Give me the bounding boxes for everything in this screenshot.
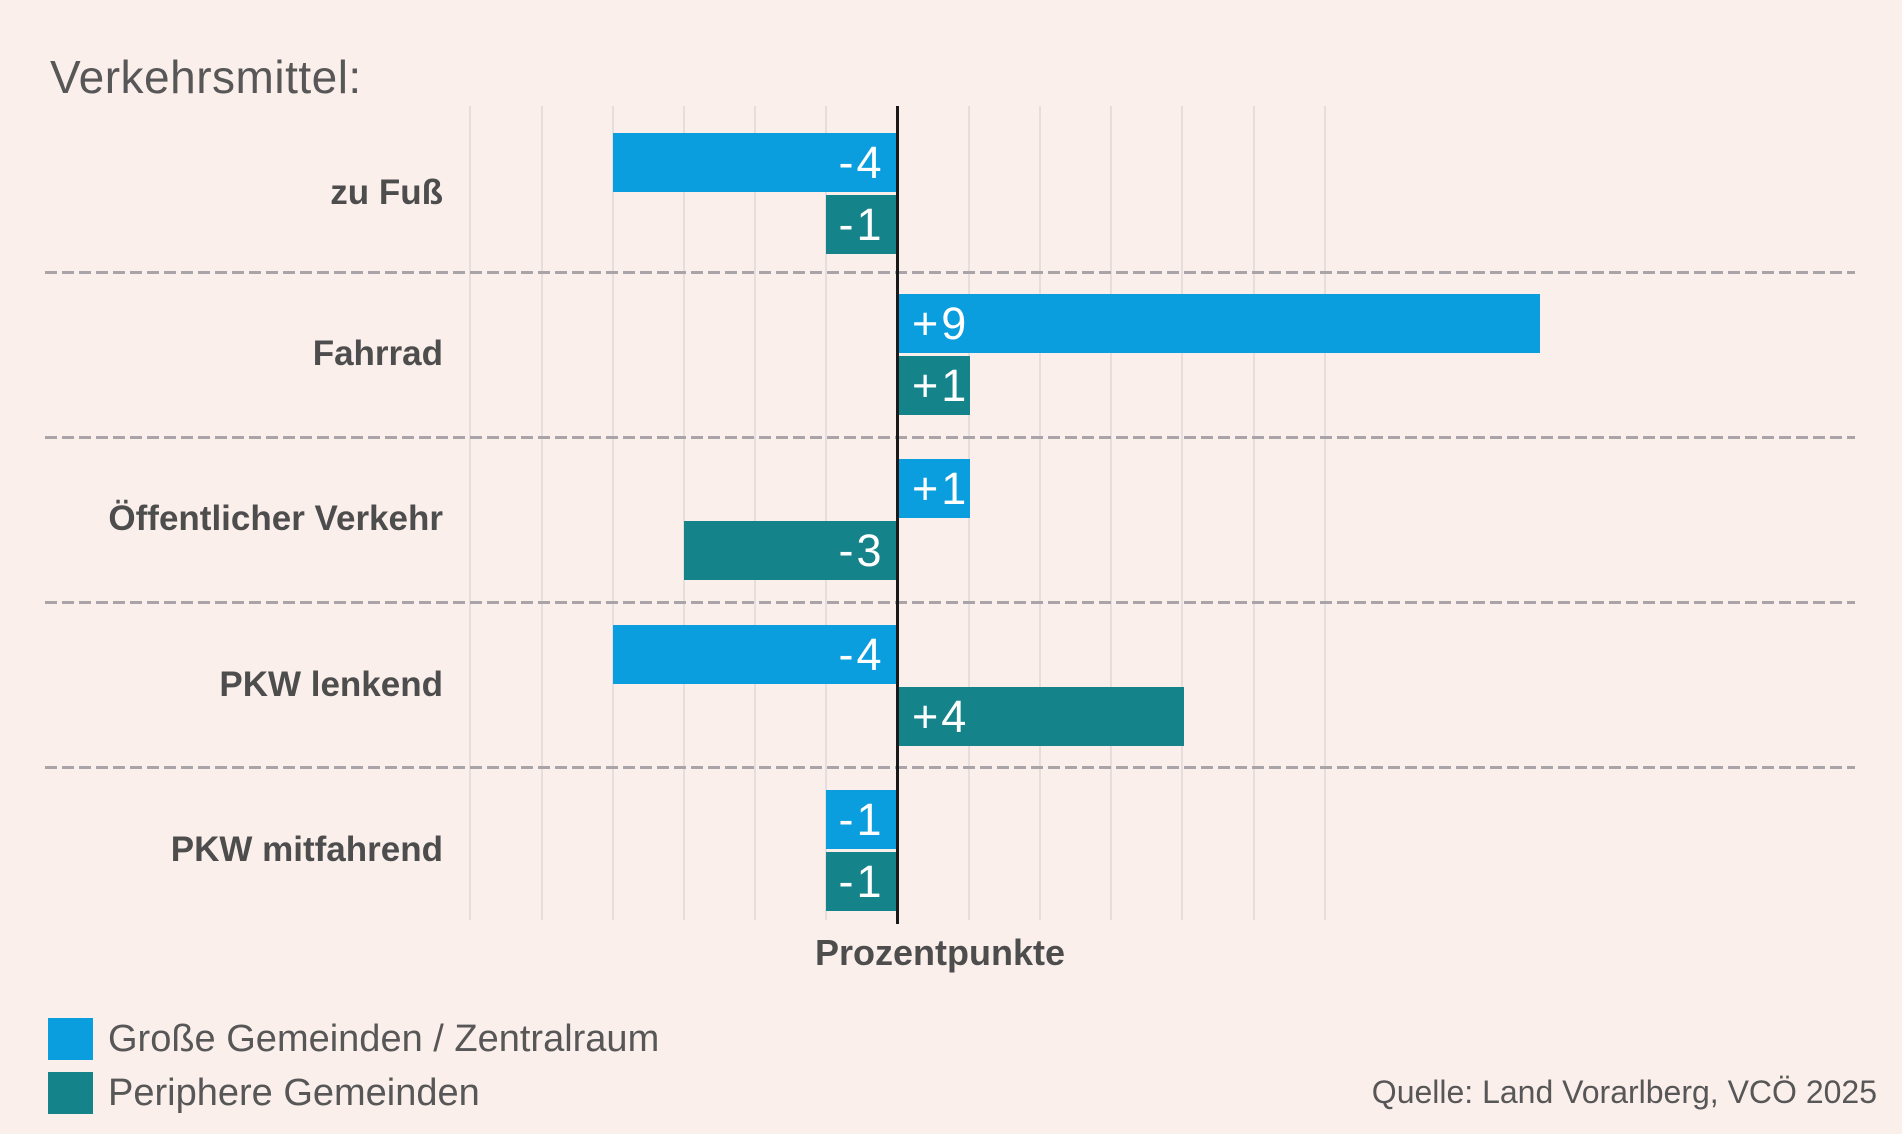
bar-value-label: +9	[912, 297, 970, 349]
bar-value-label: -1	[838, 198, 885, 250]
row-separator	[45, 766, 1855, 769]
bar-value-label: -4	[838, 136, 885, 188]
gridline	[611, 106, 614, 920]
row-separator	[45, 271, 1855, 274]
bar-value-label: +1	[912, 462, 970, 514]
bar: -3	[683, 520, 898, 580]
bar: -1	[826, 789, 898, 849]
legend-label: Periphere Gemeinden	[108, 1071, 480, 1114]
bar-value-label: +1	[912, 359, 970, 411]
gridline	[1110, 106, 1113, 920]
bar-value-label: -3	[838, 524, 885, 576]
x-axis-label: Prozentpunkte	[814, 932, 1065, 973]
category-label: Öffentlicher Verkehr	[108, 499, 443, 538]
legend-item: Große Gemeinden / Zentralraum	[48, 1012, 659, 1066]
bar-value-label: -4	[838, 628, 885, 680]
bar: -1	[826, 194, 898, 254]
row-separator	[45, 436, 1855, 439]
gridline	[1252, 106, 1255, 920]
legend-swatch-teal-icon	[48, 1072, 93, 1114]
category-label: zu Fuß	[330, 173, 443, 212]
gridline	[1323, 106, 1326, 920]
bar: -4	[612, 132, 898, 192]
category-label: PKW lenkend	[219, 665, 443, 704]
bar: -1	[826, 851, 898, 911]
zero-line	[896, 106, 899, 924]
gridline	[682, 106, 685, 920]
legend-label: Große Gemeinden / Zentralraum	[108, 1017, 660, 1060]
bar: +9	[899, 293, 1540, 353]
gridline	[1181, 106, 1184, 920]
bar: +1	[899, 458, 971, 518]
row-separator	[45, 601, 1855, 604]
chart-title: Verkehrsmittel:	[50, 51, 362, 103]
source-text: Quelle: Land Vorarlberg, VCÖ 2025	[1371, 1074, 1877, 1110]
bar-value-label: +4	[912, 690, 970, 742]
bar: +4	[899, 686, 1184, 746]
gridline	[1038, 106, 1041, 920]
bar-value-label: -1	[838, 855, 885, 907]
legend-item: Periphere Gemeinden	[48, 1066, 659, 1120]
legend: Große Gemeinden / Zentralraum Periphere …	[48, 1012, 659, 1120]
gridline	[825, 106, 828, 920]
category-label: Fahrrad	[312, 334, 443, 373]
legend-swatch-blue-icon	[48, 1018, 93, 1060]
bar: -4	[612, 624, 898, 684]
gridline	[540, 106, 543, 920]
bar-value-label: -1	[838, 793, 885, 845]
gridline	[469, 106, 472, 920]
bar: +1	[899, 355, 971, 415]
gridline	[754, 106, 757, 920]
category-label: PKW mitfahrend	[170, 830, 443, 869]
